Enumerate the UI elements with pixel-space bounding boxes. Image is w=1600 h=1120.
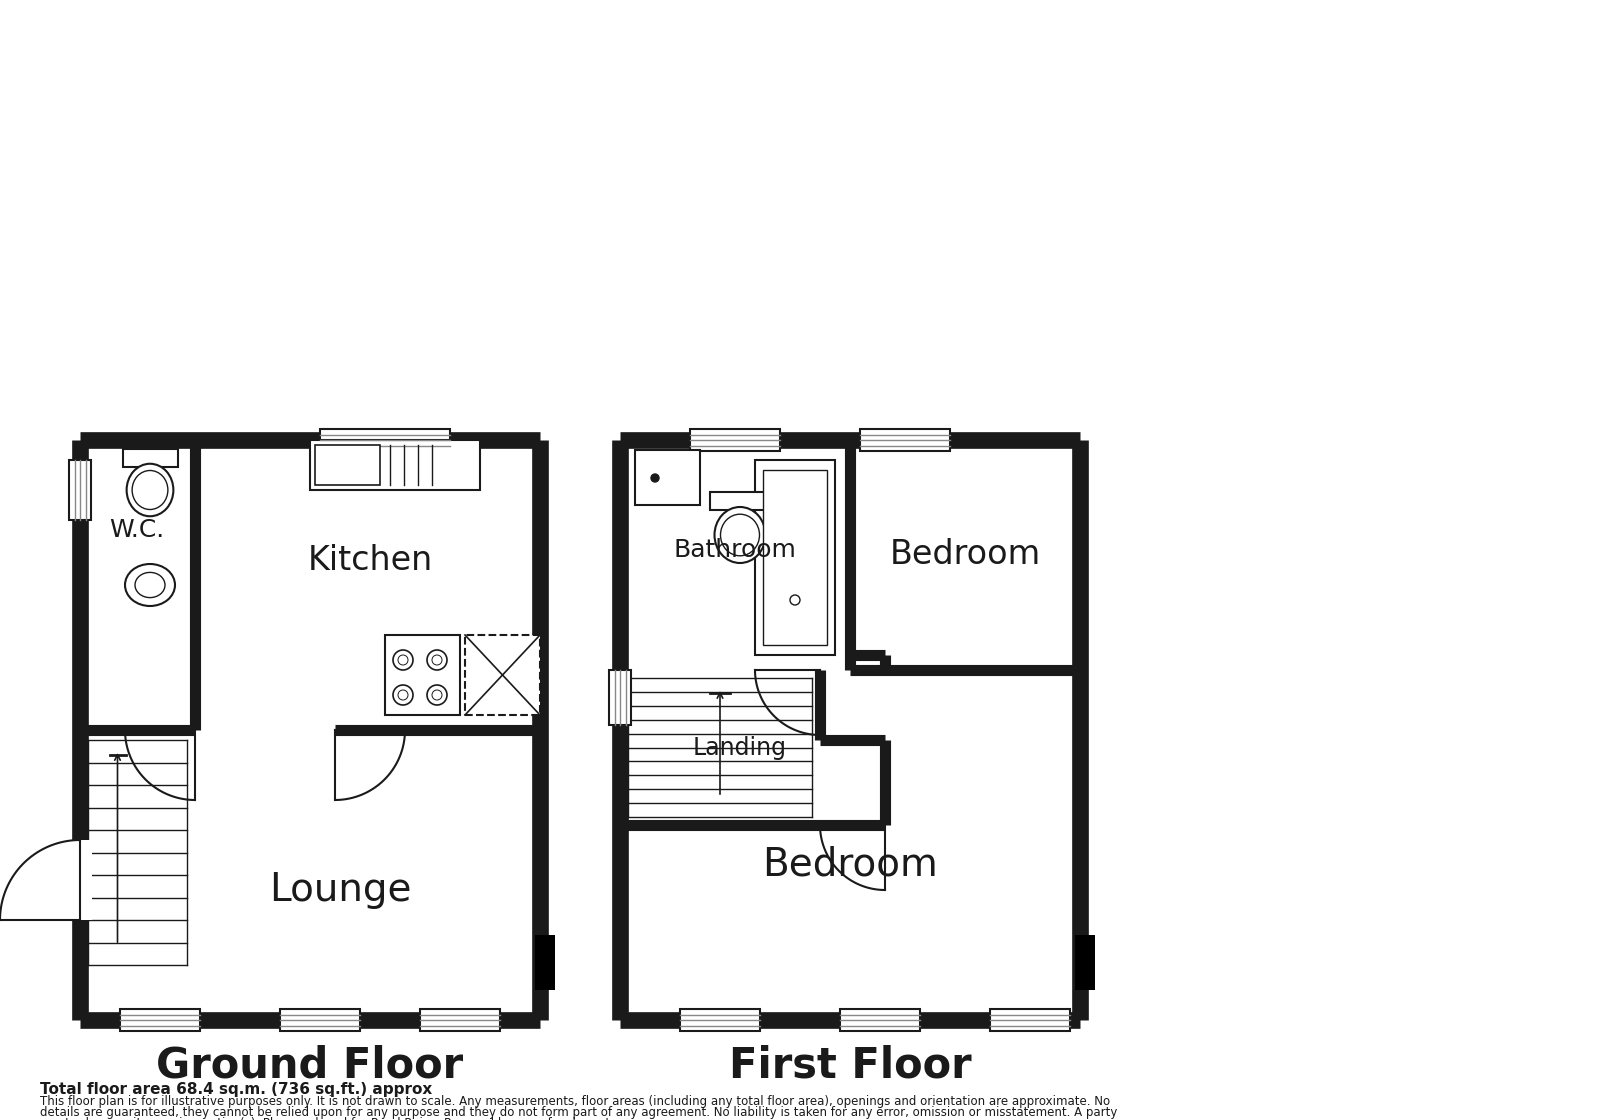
Bar (635, 450, 701, 505)
Bar (320, 429, 450, 451)
Bar (840, 1009, 920, 1032)
Text: First Floor: First Floor (728, 1044, 971, 1086)
Circle shape (651, 474, 659, 482)
Text: Ground Floor: Ground Floor (157, 1044, 464, 1086)
Circle shape (394, 685, 413, 704)
Circle shape (398, 690, 408, 700)
Ellipse shape (134, 572, 165, 598)
Bar (466, 635, 541, 715)
Circle shape (398, 655, 408, 665)
Bar (1075, 935, 1094, 990)
Bar (710, 492, 770, 510)
Bar (315, 445, 379, 485)
Bar (534, 935, 555, 990)
Bar (755, 460, 835, 655)
Bar (123, 449, 178, 467)
Text: Lounge: Lounge (269, 871, 411, 909)
Bar (280, 1009, 360, 1032)
Circle shape (432, 690, 442, 700)
Text: Landing: Landing (693, 736, 787, 759)
Bar (120, 1009, 200, 1032)
Bar (763, 470, 827, 645)
Circle shape (427, 685, 446, 704)
Bar (861, 429, 950, 451)
Bar (990, 1009, 1070, 1032)
Bar (72, 840, 93, 920)
Ellipse shape (126, 464, 173, 516)
Text: Kitchen: Kitchen (307, 543, 432, 577)
Bar (690, 429, 781, 451)
Circle shape (432, 655, 442, 665)
Text: details are guaranteed, they cannot be relied upon for any purpose and they do n: details are guaranteed, they cannot be r… (40, 1107, 1117, 1119)
Bar (386, 635, 461, 715)
Bar (419, 1009, 499, 1032)
Text: W.C.: W.C. (109, 517, 165, 542)
Text: Bathroom: Bathroom (674, 538, 797, 562)
Ellipse shape (133, 470, 168, 510)
Ellipse shape (125, 564, 174, 606)
Text: Bedroom: Bedroom (890, 539, 1040, 571)
Circle shape (790, 595, 800, 605)
Text: must rely upon its own inspection(s). Plan produced for Reed Rains. Powered by w: must rely upon its own inspection(s). Pl… (40, 1117, 638, 1120)
Ellipse shape (715, 507, 765, 563)
Text: Total floor area 68.4 sq.m. (736 sq.ft.) approx: Total floor area 68.4 sq.m. (736 sq.ft.)… (40, 1082, 432, 1096)
Bar (69, 460, 91, 520)
Text: Bedroom: Bedroom (762, 846, 938, 884)
Ellipse shape (720, 514, 760, 556)
Bar (610, 670, 630, 725)
Bar (680, 1009, 760, 1032)
Circle shape (394, 650, 413, 670)
Text: This floor plan is for illustrative purposes only. It is not drawn to scale. Any: This floor plan is for illustrative purp… (40, 1095, 1110, 1108)
Bar (310, 440, 480, 491)
Circle shape (427, 650, 446, 670)
